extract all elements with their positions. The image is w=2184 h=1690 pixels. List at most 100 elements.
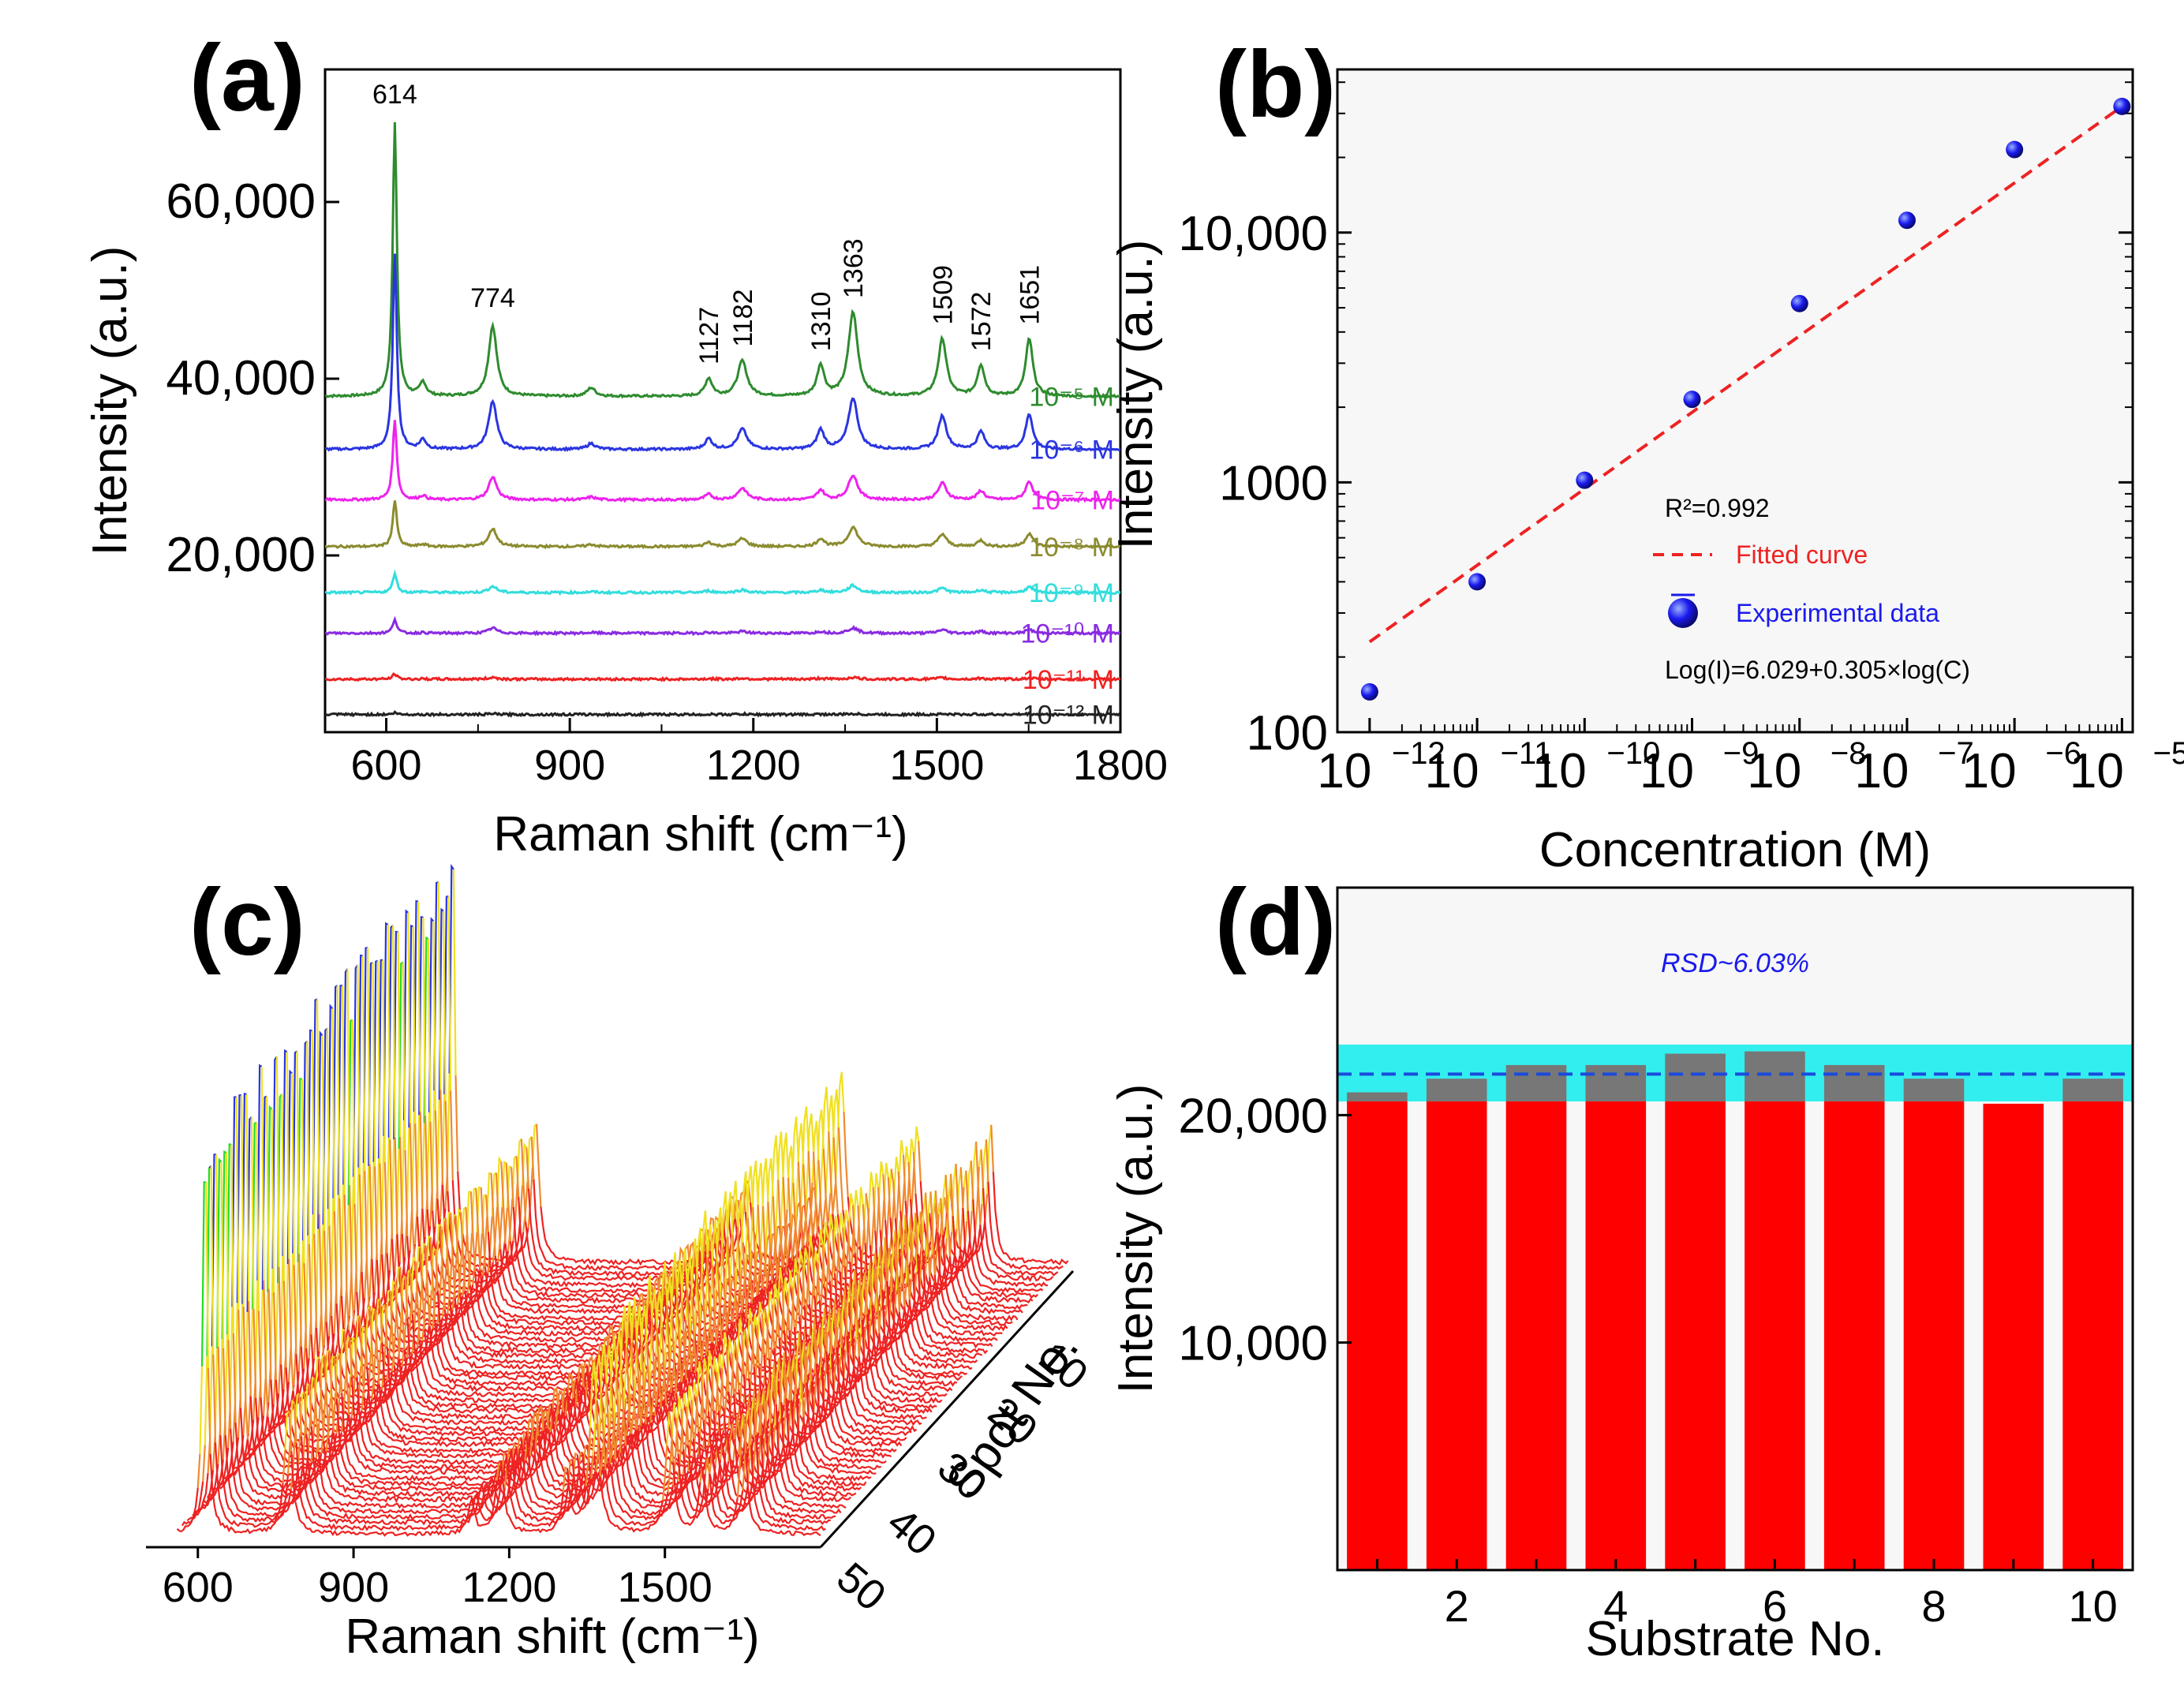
panel-c-spectrum-line bbox=[804, 1113, 815, 1221]
panel-c-spectrum-line bbox=[671, 1365, 675, 1389]
panel-c-spectrum-line bbox=[763, 1388, 767, 1428]
panel-c-spectrum-line bbox=[821, 1244, 826, 1288]
panel-c-spectrum-line bbox=[229, 1307, 234, 1405]
panel-c-spectrum-line bbox=[419, 1210, 424, 1245]
panel-c-spectrum-line bbox=[760, 1435, 836, 1520]
panel-c-spectrum-line bbox=[716, 1353, 723, 1388]
panel-c-spectrum-line bbox=[374, 1310, 380, 1385]
panel-b-x-tick-label: 10 bbox=[1747, 744, 1801, 798]
panel-a-x-axis-label: Raman shift (cm⁻¹) bbox=[493, 807, 907, 862]
panel-c-spectrum-line bbox=[772, 1247, 776, 1276]
panel-c-spectrum-line bbox=[736, 1318, 743, 1357]
panel-c-spectrum-line bbox=[336, 985, 341, 1198]
panel-a-legend-label: 10⁻⁹ M bbox=[1029, 578, 1114, 608]
panel-c-spectrum-line bbox=[452, 869, 457, 1075]
panel-c-spectrum-line bbox=[212, 1354, 217, 1443]
panel-c-spectrum-line bbox=[782, 1209, 788, 1272]
panel-a-plot-area bbox=[323, 68, 1122, 734]
panel-c-spectrum-line bbox=[323, 1355, 330, 1438]
panel-c-spectrum-line bbox=[802, 1164, 809, 1247]
panel-c-spectrum-line bbox=[929, 1191, 936, 1275]
panel-c-spectrum-line bbox=[764, 1410, 799, 1463]
panel-c-spectrum-line bbox=[357, 965, 361, 1175]
panel-c-spectrum-line bbox=[676, 1395, 682, 1430]
panel-c-spectrum-line bbox=[338, 1353, 343, 1393]
panel-b-legend: R²=0.992 Fitted curve Experimental data … bbox=[1653, 494, 1970, 684]
panel-c-spectrum-line bbox=[314, 1355, 320, 1402]
panel-c-spectrum-line bbox=[310, 1401, 316, 1463]
panel-c-spectrum-line bbox=[821, 1367, 897, 1454]
panel-c-spectrum-line bbox=[412, 926, 417, 1124]
panel-c-spectrum-line bbox=[353, 1338, 358, 1377]
panel-c-spectrum-line bbox=[273, 1292, 277, 1380]
panel-c-spectrum-line bbox=[703, 1224, 714, 1331]
panel-c-spot-tick-label: 40 bbox=[878, 1498, 945, 1565]
panel-a-y-ticks: 20,000 40,000 60,000 bbox=[166, 174, 339, 582]
panel-d-rsd-text: RSD~6.03% bbox=[1661, 948, 1809, 978]
panel-c-spectrum-line bbox=[454, 1215, 462, 1294]
panel-c-spectrum-line bbox=[709, 1473, 744, 1524]
panel-b-minor-ticks bbox=[1337, 81, 2133, 732]
panel-a-series-line bbox=[325, 122, 1120, 399]
panel-c-spectrum-line bbox=[922, 1251, 998, 1343]
panel-c-spectrum-line bbox=[897, 1171, 902, 1211]
panel-c-spectrum-line bbox=[605, 1438, 610, 1464]
panel-c-spectrum-line bbox=[349, 1185, 355, 1325]
panel-c-spectrum-line bbox=[774, 1131, 784, 1247]
panel-c-spectrum-line bbox=[480, 1187, 487, 1267]
panel-c-spectrum-line bbox=[519, 1185, 524, 1221]
panel-c-spectrum-line bbox=[736, 1429, 743, 1498]
panel-c-spectrum-line bbox=[713, 1207, 724, 1317]
panel-c-spectrum-line bbox=[595, 1400, 602, 1477]
panel-b-data-point bbox=[1468, 573, 1487, 591]
panel-c-spectrum-line bbox=[310, 1426, 518, 1515]
panel-c-spectrum-line bbox=[293, 1403, 297, 1443]
panel-c-spectrum-line bbox=[772, 1196, 779, 1281]
panel-c-spectrum-line bbox=[843, 1210, 849, 1246]
panel-c-spectrum-line bbox=[382, 959, 386, 1163]
panel-c-spectrum-line bbox=[762, 1206, 769, 1288]
panel-a-series-line bbox=[325, 420, 1120, 503]
panel-b-x-tick-exponent: −7 bbox=[1938, 736, 1974, 771]
panel-c-spectrum-line bbox=[209, 1453, 284, 1535]
panel-c-spectrum-line bbox=[409, 1123, 416, 1258]
panel-c-spectrum-line bbox=[605, 1383, 611, 1465]
panel-b-x-tick-exponent: −8 bbox=[1831, 736, 1867, 771]
panel-c-spectrum-line bbox=[364, 1327, 368, 1367]
panel-c-spectrum-line bbox=[562, 1466, 568, 1492]
panel-c-spectrum-line bbox=[833, 1247, 840, 1308]
panel-c-spectrum-line bbox=[880, 1284, 915, 1335]
panel-c-spectrum-line bbox=[220, 1161, 225, 1349]
panel-c-spectrum-line bbox=[225, 1153, 230, 1340]
panel-c-spectrum-line bbox=[746, 1217, 754, 1304]
panel-c-spectrum-line bbox=[894, 1230, 900, 1313]
panel-c-spectrum-line bbox=[293, 1265, 297, 1355]
panel-c-spectra-stack bbox=[146, 863, 1075, 1549]
panel-c-spectrum-line bbox=[745, 1453, 821, 1537]
panel-c-spectrum-line bbox=[705, 1369, 710, 1412]
panel-c-spectrum-line bbox=[948, 1256, 1023, 1315]
panel-c-spectrum-line bbox=[829, 1338, 865, 1392]
panel-c-spectrum-line bbox=[891, 1292, 968, 1377]
panel-c-spectrum-line bbox=[260, 1066, 265, 1281]
panel-c-spectrum-line bbox=[937, 1232, 1013, 1326]
panel-c-spectrum-line bbox=[645, 1394, 650, 1417]
panel-c-spectrum-line bbox=[838, 1127, 844, 1210]
panel-c-spectrum-line bbox=[378, 1343, 382, 1377]
panel-c-spectrum-line bbox=[590, 1455, 594, 1479]
panel-c-spectrum-line bbox=[887, 1176, 892, 1218]
panel-c-spectrum-line bbox=[830, 1183, 837, 1223]
panel-c-spectrum-line bbox=[802, 1221, 806, 1247]
panel-c-spectrum-line bbox=[242, 1400, 247, 1435]
panel-d-bar bbox=[1505, 1101, 1567, 1570]
panel-c-spectrum-line bbox=[671, 1403, 678, 1437]
panel-c-spectrum-line bbox=[793, 1355, 798, 1395]
panel-c-spectrum-line bbox=[757, 1204, 763, 1289]
panel-c-spectrum-line bbox=[454, 1298, 657, 1359]
panel-c-spectrum-line bbox=[790, 1400, 867, 1487]
panel-c-spectrum-line bbox=[422, 917, 427, 1116]
panel-d-bar bbox=[1426, 1101, 1487, 1570]
panel-c-spectrum-line bbox=[515, 1445, 580, 1516]
panel-c-spectrum-line bbox=[941, 1235, 1019, 1322]
panel-c-spectrum-line bbox=[756, 1325, 761, 1368]
